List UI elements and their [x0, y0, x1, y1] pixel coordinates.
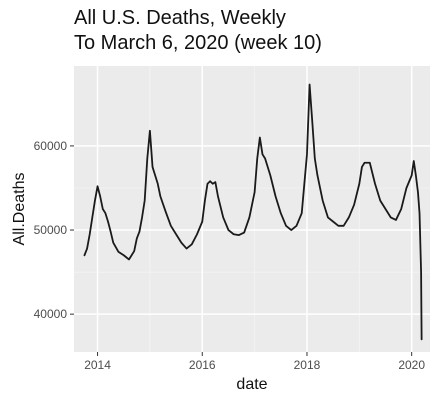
x-tick-label: 2020	[398, 358, 425, 372]
x-tick-label: 2016	[189, 358, 216, 372]
chart-subtitle: To March 6, 2020 (week 10)	[74, 32, 322, 54]
x-axis-ticks: 2014 2016 2018 2020	[84, 352, 425, 372]
y-tick-label: 40000	[34, 307, 68, 321]
y-tick-label: 50000	[34, 223, 68, 237]
deaths-series-line	[83, 83, 423, 341]
x-tick-label: 2018	[294, 358, 321, 372]
x-axis-label: date	[236, 376, 267, 393]
major-gridlines	[74, 66, 430, 352]
y-tick-label: 60000	[34, 139, 68, 153]
minor-gridlines	[74, 66, 430, 352]
y-axis-ticks: 40000 50000 60000	[34, 139, 74, 321]
x-tick-label: 2014	[84, 358, 111, 372]
chart-title: All U.S. Deaths, Weekly	[74, 7, 286, 29]
y-axis-label: All.Deaths	[11, 173, 28, 246]
